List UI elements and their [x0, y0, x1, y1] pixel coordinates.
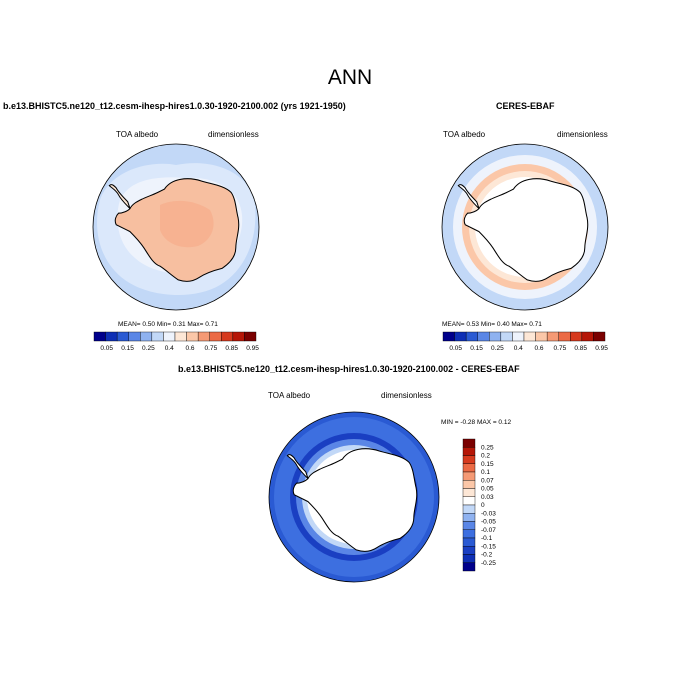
panel2-colorbar: 0.05 0.15 0.25 0.4 0.6 0.75 0.85 0.95	[442, 331, 608, 352]
panel2-colorbar-tick-label: 0.6	[535, 345, 544, 352]
panel3-colorbar-tick-label: -0.15	[481, 543, 496, 550]
panel2-map-border	[441, 143, 609, 311]
panel2-colorbar-swatch	[465, 331, 478, 342]
panel3-colorbar-tick-label: -0.07	[481, 527, 496, 534]
panel3-colorbar-swatch	[462, 504, 476, 514]
panel2-variable-label: TOA albedo	[443, 130, 486, 139]
panel3-colorbar-swatch	[462, 455, 476, 464]
panel3-colorbar-tick-label: 0.2	[481, 453, 490, 460]
panel1-colorbar-swatch	[209, 331, 222, 342]
panel1-colorbar-swatch	[221, 331, 234, 342]
panel3-colorbar-tick-label: -0.1	[481, 535, 493, 542]
panel1-colorbar-tick-label: 0.75	[205, 345, 218, 352]
panel2-colorbar-swatch	[454, 331, 467, 342]
panel3-colorbar-swatch	[462, 554, 476, 563]
panel3-colorbar-swatch	[462, 562, 476, 572]
panel1-colorbar-swatch	[232, 331, 245, 342]
panel2-colorbar-tick-label: 0.75	[554, 345, 567, 352]
panel1-colorbar-tick-label: 0.25	[142, 345, 155, 352]
panel2-colorbar-swatch	[489, 331, 502, 342]
panel1-colorbar: 0.05 0.15 0.25 0.4 0.6 0.75 0.85 0.95	[93, 331, 259, 352]
panel2-title: CERES-EBAF	[496, 101, 555, 111]
panel3-units-label: dimensionless	[381, 391, 432, 400]
panel1-colorbar-swatch	[105, 331, 118, 342]
panel3-colorbar-swatch	[462, 480, 476, 489]
panel2-colorbar-tick-label: 0.15	[470, 345, 483, 352]
panel1-colorbar-tick-label: 0.95	[246, 345, 259, 352]
panel1-colorbar-tick-label: 0.4	[165, 345, 174, 352]
panel3-map	[269, 412, 439, 582]
panel3-colorbar-swatch	[462, 521, 476, 530]
panel1-colorbar-swatch	[140, 331, 153, 342]
panel2-map	[442, 144, 608, 310]
panel2-colorbar-tick-label: 0.25	[491, 345, 504, 352]
panel2-colorbar-swatch	[523, 331, 536, 342]
panel3-variable-label: TOA albedo	[268, 391, 311, 400]
panel1-stats: MEAN= 0.50 Min= 0.31 Max= 0.71	[118, 321, 218, 328]
panel2-colorbar-swatch	[546, 331, 559, 342]
panel3-colorbar-swatch	[462, 529, 476, 539]
figure-title: ANN	[327, 66, 373, 89]
panel3-colorbar-swatch	[462, 546, 476, 555]
panel1-colorbar-swatch	[151, 331, 164, 342]
panel1-colorbar-tick-label: 0.15	[121, 345, 134, 352]
panel3-colorbar-swatch	[462, 447, 476, 456]
panel1-map	[93, 144, 259, 310]
panel1-colorbar-swatch	[128, 331, 141, 342]
panel3-colorbar-tick-label: 0.1	[481, 469, 490, 476]
panel2-colorbar-swatch	[512, 331, 525, 342]
panel1-colorbar-swatch	[186, 331, 199, 342]
panel3-colorbar-tick-label: 0.05	[481, 486, 494, 493]
panel2-colorbar-swatch	[593, 331, 606, 342]
panel1-colorbar-swatch	[163, 331, 176, 342]
panel1-colorbar-swatch	[244, 331, 257, 342]
panel3-stats: MIN = -0.28 MAX = 0.12	[441, 419, 512, 426]
panel3-colorbar-tick-label: 0.25	[481, 444, 494, 451]
panel3-map-border	[268, 411, 440, 583]
panel3-colorbar-tick-label: -0.2	[481, 552, 493, 559]
panel1-colorbar-tick-label: 0.85	[225, 345, 238, 352]
panel1-colorbar-swatch	[174, 331, 187, 342]
panel3-colorbar-tick-label: 0.15	[481, 461, 494, 468]
panel3-colorbar-swatch	[462, 488, 476, 497]
panel3-colorbar-swatch	[462, 496, 476, 506]
panel3-colorbar-swatch	[462, 513, 476, 522]
panel1-colorbar-tick-label: 0.05	[100, 345, 113, 352]
panel2-colorbar-swatch	[500, 331, 513, 342]
panel2-colorbar-swatch	[558, 331, 571, 342]
panel2-colorbar-swatch	[477, 331, 490, 342]
panel3-colorbar-swatch	[462, 438, 476, 448]
panel1-map-border	[92, 143, 260, 311]
panel3-colorbar-swatch	[462, 463, 476, 473]
panel3-colorbar-tick-label: 0.03	[481, 494, 494, 501]
panel3-colorbar-tick-label: -0.05	[481, 519, 496, 526]
panel3-colorbar-tick-label: -0.03	[481, 510, 496, 517]
panel1-title: b.e13.BHISTC5.ne120_t12.cesm-ihesp-hires…	[3, 101, 346, 111]
panel1-units-label: dimensionless	[208, 130, 259, 139]
panel3-colorbar-tick-label: 0.07	[481, 477, 494, 484]
panel2-colorbar-swatch	[581, 331, 594, 342]
panel2-units-label: dimensionless	[557, 130, 608, 139]
panel2-colorbar-tick-label: 0.05	[449, 345, 462, 352]
panel3-colorbar-swatch	[462, 537, 476, 547]
panel1-colorbar-swatch	[93, 331, 106, 342]
panel2-colorbar-tick-label: 0.95	[595, 345, 608, 352]
panel3-colorbar: 0.250.20.150.10.070.050.030-0.03-0.05-0.…	[462, 438, 496, 572]
panel1-variable-label: TOA albedo	[116, 130, 159, 139]
panel2-colorbar-tick-label: 0.85	[574, 345, 587, 352]
panel2-colorbar-swatch	[442, 331, 455, 342]
panel3-title: b.e13.BHISTC5.ne120_t12.cesm-ihesp-hires…	[178, 364, 520, 374]
panel2-colorbar-swatch	[570, 331, 583, 342]
panel1-colorbar-swatch	[197, 331, 210, 342]
panel2-stats: MEAN= 0.53 Min= 0.40 Max= 0.71	[442, 321, 542, 328]
panel2-colorbar-swatch	[535, 331, 548, 342]
panel3-colorbar-swatch	[462, 471, 476, 481]
panel1-colorbar-tick-label: 0.6	[186, 345, 195, 352]
panel1-colorbar-swatch	[116, 331, 129, 342]
panel2-colorbar-tick-label: 0.4	[514, 345, 523, 352]
panel3-colorbar-tick-label: 0	[481, 502, 485, 509]
panel3-colorbar-tick-label: -0.25	[481, 560, 496, 567]
